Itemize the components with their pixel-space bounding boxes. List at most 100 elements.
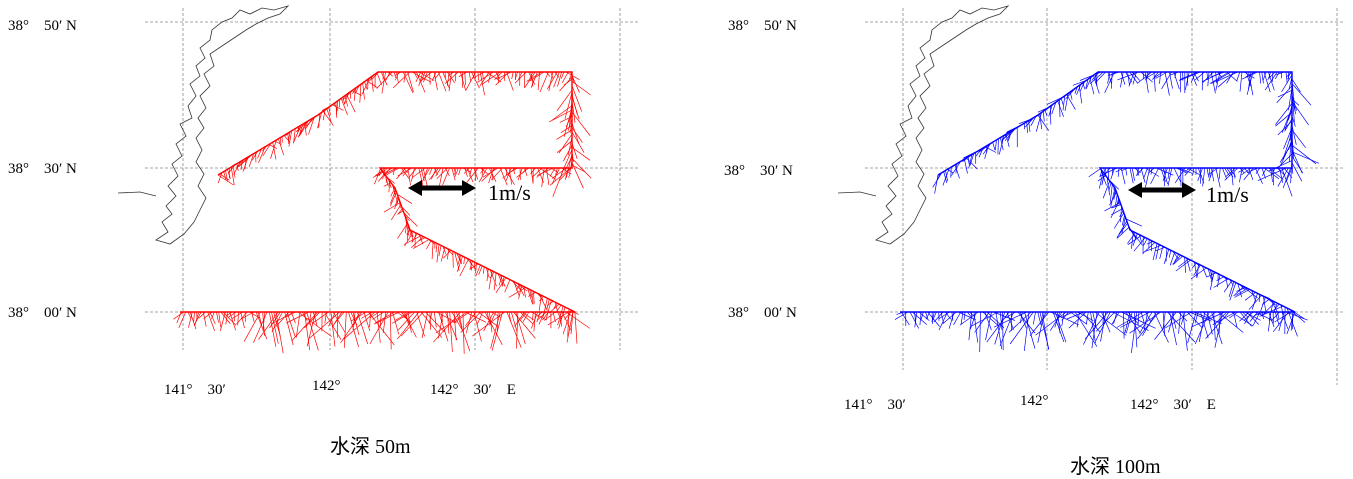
current-vector — [1260, 72, 1261, 84]
current-vector — [291, 312, 295, 323]
current-vector — [1156, 247, 1165, 251]
current-vector — [1262, 168, 1266, 179]
current-vector — [1262, 299, 1269, 304]
lon-label-142: 142° — [1020, 393, 1049, 410]
current-vector — [417, 312, 425, 336]
current-vector — [332, 105, 343, 111]
current-vector — [430, 312, 431, 330]
map-panel-100m: 38° 50′ N 38° 30′ N 38° 00′ N 141° 30′ 1… — [720, 0, 1353, 478]
current-vector — [477, 72, 493, 82]
current-vector — [1165, 72, 1169, 96]
current-vectors-100m — [895, 72, 1319, 353]
current-vector — [1059, 100, 1060, 118]
current-vector — [217, 312, 219, 323]
current-vector — [219, 312, 221, 327]
lat-label-38-00: 38° 00′ N — [728, 301, 797, 322]
current-vector — [1173, 256, 1182, 264]
current-vector — [531, 168, 533, 184]
current-vector — [1137, 72, 1152, 84]
lat-label-38-30: 38° 30′ N — [724, 159, 793, 180]
current-vector — [422, 312, 428, 338]
current-vector — [434, 72, 438, 90]
current-vector — [212, 312, 215, 319]
current-vector — [901, 312, 909, 325]
current-vector — [1249, 295, 1262, 309]
current-vector — [1191, 268, 1206, 279]
current-vector — [505, 280, 510, 293]
current-vector — [465, 312, 486, 322]
current-vector — [1237, 72, 1240, 81]
current-vector — [238, 312, 239, 325]
current-vector — [1275, 72, 1279, 79]
current-vector — [964, 159, 967, 173]
current-vector — [558, 72, 562, 87]
current-vector — [377, 72, 393, 89]
current-vector — [439, 245, 441, 256]
current-vector — [572, 147, 590, 160]
current-vector — [1292, 152, 1319, 164]
current-vector — [1292, 163, 1302, 182]
current-vector — [512, 72, 514, 79]
lon-label-141-30: 141° 30′ — [844, 393, 906, 414]
current-vector — [360, 84, 361, 103]
current-vector — [1145, 168, 1149, 187]
current-vector — [935, 175, 938, 194]
current-vector — [539, 295, 541, 310]
lon-label-141-30: 141° 30′ — [164, 378, 226, 399]
current-vector — [1169, 250, 1171, 257]
current-vector — [968, 157, 969, 164]
current-vector — [437, 244, 439, 262]
current-vector — [921, 312, 923, 320]
lon-label-142-30: 142° 30′ E — [430, 378, 516, 399]
current-vector — [553, 312, 555, 322]
current-vector — [995, 140, 996, 151]
current-vector — [436, 243, 437, 252]
current-vector — [998, 139, 999, 155]
map-canvas-50m — [0, 0, 660, 478]
current-vector — [949, 312, 954, 329]
current-vector — [1164, 168, 1165, 186]
current-vector — [421, 312, 442, 338]
current-vector — [1207, 168, 1209, 178]
current-vector — [912, 312, 926, 325]
current-vector — [404, 312, 417, 337]
current-vector — [364, 312, 370, 331]
current-vector — [1197, 264, 1198, 277]
current-vector — [489, 271, 492, 290]
current-vector — [434, 312, 436, 327]
current-vector — [1174, 72, 1180, 89]
current-vector — [439, 168, 443, 187]
current-vector — [575, 312, 577, 344]
current-vector — [439, 312, 448, 341]
current-vector — [549, 72, 553, 91]
current-vector — [465, 72, 466, 85]
current-vector — [393, 168, 394, 175]
current-vector — [384, 203, 400, 213]
current-vector — [427, 241, 432, 250]
current-vector — [408, 72, 414, 92]
current-vector — [1145, 168, 1159, 177]
current-vector — [1287, 312, 1295, 334]
current-vector — [1110, 185, 1112, 202]
current-vector — [253, 312, 267, 343]
current-vector — [1143, 168, 1147, 179]
current-vector — [373, 172, 383, 177]
current-vector — [476, 263, 477, 273]
current-vector — [466, 72, 476, 90]
current-vector — [210, 312, 215, 324]
current-vector — [564, 79, 572, 85]
current-vector — [285, 312, 294, 345]
current-vector — [1118, 168, 1119, 177]
current-vector — [553, 168, 564, 197]
current-vector — [1111, 200, 1120, 218]
current-vector — [404, 236, 421, 245]
current-vector — [1165, 312, 1192, 328]
map-panel-50m: 38° 50′ N 38° 30′ N 38° 00′ N 141° 30′ 1… — [0, 0, 660, 478]
current-vector — [1194, 265, 1201, 276]
current-vector — [1214, 279, 1228, 288]
current-vector — [516, 168, 528, 178]
current-vector — [443, 250, 451, 258]
lon-label-142: 142° — [312, 378, 341, 395]
current-vector — [1262, 72, 1264, 83]
current-vector — [324, 312, 341, 340]
